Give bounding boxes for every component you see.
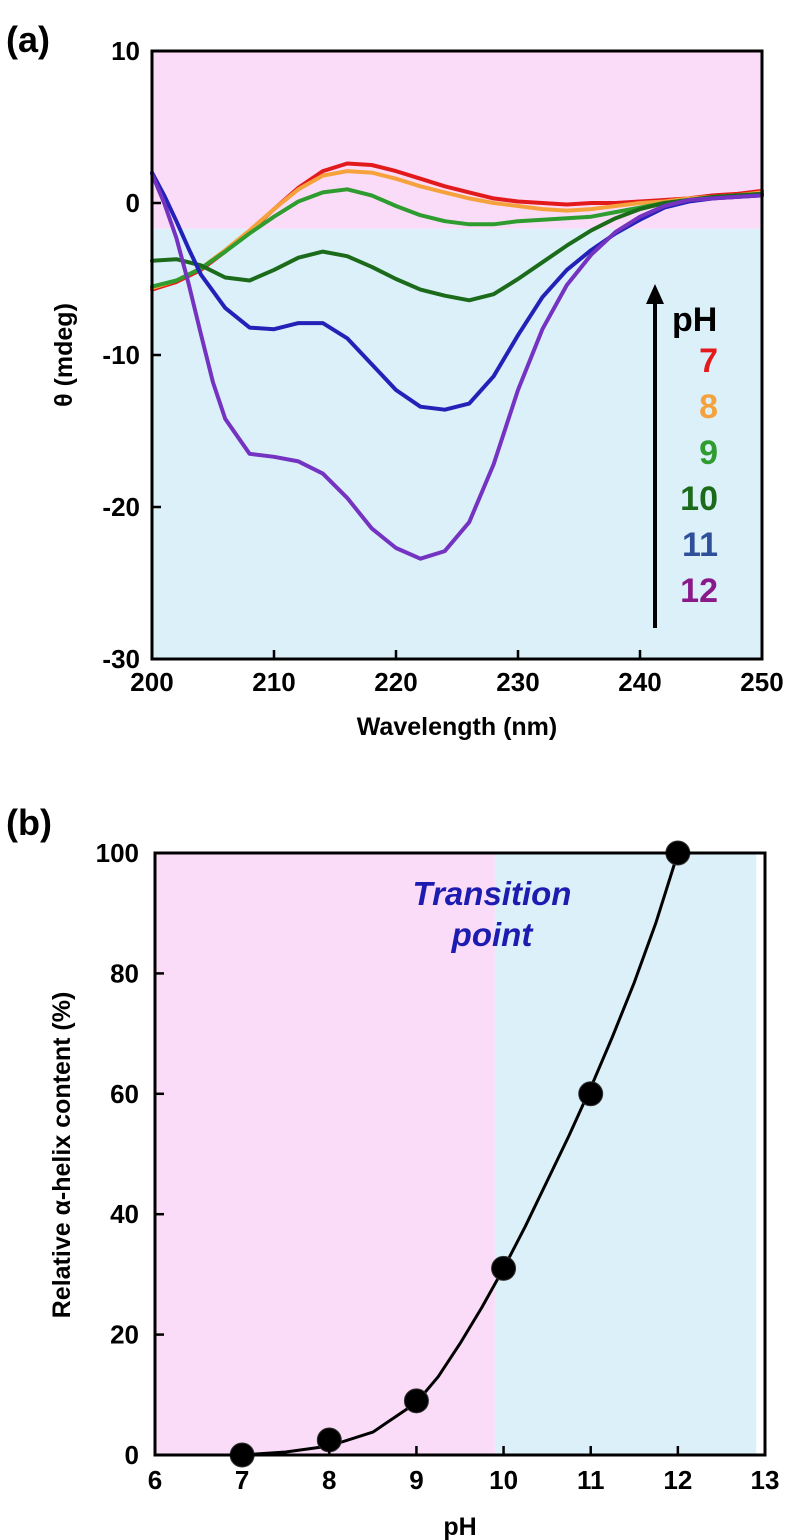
y-tick-label: 100 — [96, 838, 139, 868]
transition-annotation-line2: point — [451, 916, 535, 953]
x-tick-label: 6 — [148, 1465, 162, 1495]
x-tick-label: 210 — [252, 667, 295, 697]
x-tick-label: 9 — [409, 1465, 423, 1495]
y-tick-label: 60 — [110, 1079, 139, 1109]
panel-a-legend: pH 7 8 9 10 11 12 — [646, 284, 718, 628]
panel-b-plot — [229, 840, 691, 1468]
y-tick-label: 40 — [110, 1199, 139, 1229]
data-point-ph-10 — [491, 1255, 517, 1281]
panel-b-region-1 — [494, 853, 757, 1455]
x-tick-label: 200 — [130, 667, 173, 697]
series-line-10 — [150, 191, 764, 303]
y-tick-label: -10 — [102, 340, 140, 370]
x-tick-label: 250 — [740, 667, 783, 697]
legend-arrow-head — [646, 284, 664, 304]
legend-entry-ph-8: 8 — [699, 388, 718, 426]
y-tick-label: -30 — [102, 644, 140, 674]
panel-b-region-0 — [155, 853, 495, 1455]
panel-a-series — [150, 161, 764, 561]
x-tick-label: 10 — [489, 1465, 518, 1495]
x-tick-label: 11 — [577, 1465, 605, 1495]
transition-annotation-line1: Transition — [413, 875, 572, 912]
legend-entry-ph-9: 9 — [699, 434, 718, 472]
panel-b-label: (b) — [6, 802, 52, 843]
y-tick-label: 0 — [126, 188, 140, 218]
panel-b-frame — [153, 851, 767, 1457]
x-tick-label: 7 — [235, 1465, 249, 1495]
y-tick-label: 20 — [110, 1320, 139, 1350]
legend-entry-ph-7: 7 — [699, 342, 718, 380]
panel-b-background — [155, 853, 757, 1455]
series-line-12 — [150, 172, 764, 561]
x-tick-label: 13 — [751, 1465, 780, 1495]
panel-a-ticks: 200 210 220 230 240 250 10 0 -10 -20 -30 — [102, 36, 783, 697]
x-tick-label: 240 — [618, 667, 661, 697]
panel-a-xlabel: Wavelength (nm) — [357, 713, 557, 741]
panel-b: (b) Transition point 6 7 8 9 10 11 12 13 0 20 40 60… — [6, 802, 779, 1540]
panel-a-label: (a) — [6, 19, 50, 60]
panel-b-xlabel: pH — [443, 1513, 476, 1540]
x-tick-label: 220 — [374, 667, 417, 697]
x-tick-label: 230 — [496, 667, 539, 697]
y-tick-label: 0 — [125, 1440, 139, 1470]
legend-title: pH — [672, 301, 717, 339]
panel-b-ylabel: Relative α-helix content (%) — [48, 992, 76, 1319]
x-tick-label: 12 — [663, 1465, 692, 1495]
panel-a-background — [152, 51, 762, 659]
series-line-11 — [150, 170, 764, 412]
panel-a: (a) 200 210 220 230 240 250 10 0 -10 -20 -30 Wavel… — [6, 19, 784, 741]
legend-entry-ph-12: 12 — [680, 572, 718, 610]
y-tick-label: 80 — [110, 958, 139, 988]
panel-b-ticks: 6 7 8 9 10 11 12 13 0 20 40 60 80 100 — [96, 838, 780, 1495]
legend-entry-ph-10: 10 — [680, 480, 718, 518]
panel-a-ylabel: θ (mdeg) — [50, 303, 78, 407]
data-point-ph-9 — [403, 1388, 429, 1414]
y-tick-label: -20 — [102, 492, 140, 522]
y-tick-label: 10 — [111, 36, 140, 66]
x-tick-label: 8 — [322, 1465, 336, 1495]
data-point-ph-11 — [578, 1081, 604, 1107]
legend-entry-ph-11: 11 — [682, 526, 718, 564]
